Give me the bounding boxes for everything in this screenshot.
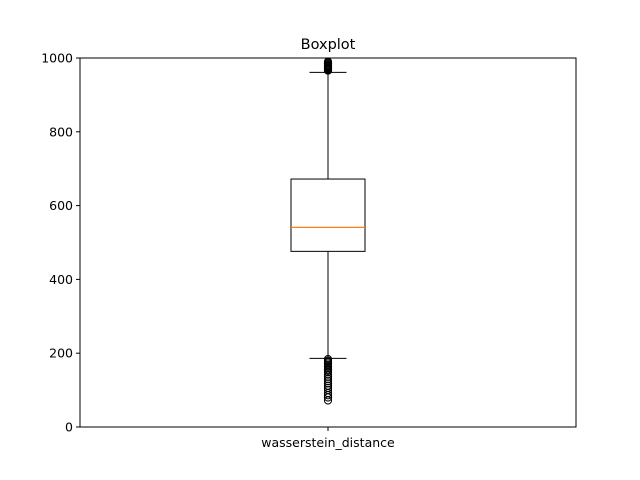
outlier-point <box>323 383 333 392</box>
y-tick-label: 1000 <box>41 51 73 66</box>
y-tick-label: 200 <box>49 346 73 361</box>
outlier-point <box>323 370 333 379</box>
y-tick-label: 800 <box>49 124 73 139</box>
outlier-point <box>323 355 333 364</box>
x-tick-label: wasserstein_distance <box>261 435 395 450</box>
y-tick-label: 400 <box>49 272 73 287</box>
y-tick-label: 0 <box>65 420 73 435</box>
outlier-point <box>323 374 333 384</box>
plot-area-frame <box>79 57 577 428</box>
chart-title: Boxplot <box>301 37 356 53</box>
outlier-point <box>323 381 333 390</box>
outlier-point <box>323 377 333 386</box>
outlier-point <box>323 386 333 395</box>
outlier-point <box>323 379 333 388</box>
iqr-box <box>290 178 366 252</box>
y-tick-label: 600 <box>49 198 73 213</box>
